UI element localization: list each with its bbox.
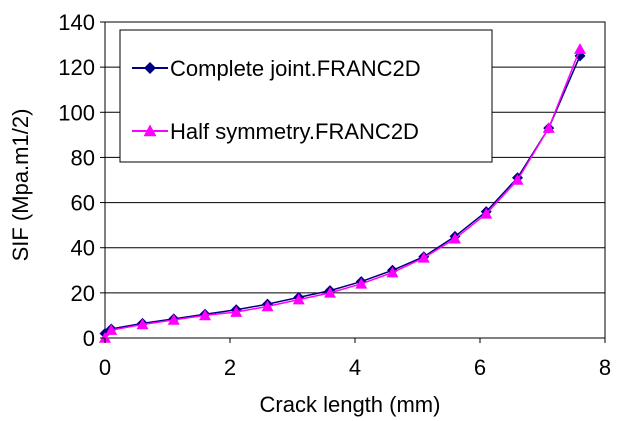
legend: Complete joint.FRANC2D Half symmetry.FRA… bbox=[119, 29, 493, 163]
data-point-triangle bbox=[324, 286, 336, 298]
y-tick-label: 20 bbox=[71, 281, 95, 306]
data-point-triangle bbox=[417, 251, 430, 263]
series-half-symmetry bbox=[99, 43, 586, 343]
data-point-triangle bbox=[199, 309, 211, 321]
legend-box bbox=[119, 29, 493, 163]
y-tick-label: 100 bbox=[58, 100, 95, 125]
legend-entry-half-symmetry: Half symmetry.FRANC2D bbox=[132, 119, 419, 144]
data-point-triangle bbox=[230, 306, 243, 317]
series-layer bbox=[99, 43, 586, 343]
data-point-triangle bbox=[480, 207, 493, 219]
data-point-triangle bbox=[99, 332, 111, 343]
data-point-triangle bbox=[511, 174, 524, 185]
data-point-triangle bbox=[574, 43, 586, 54]
x-tick-label: 6 bbox=[474, 355, 486, 380]
data-point-triangle bbox=[136, 318, 149, 330]
data-point-triangle bbox=[449, 232, 461, 244]
y-tick-label: 80 bbox=[71, 145, 95, 170]
legend-marker-diamond-icon bbox=[144, 62, 156, 74]
legend-label-complete-joint: Complete joint.FRANC2D bbox=[170, 56, 421, 81]
x-tick-label: 2 bbox=[224, 355, 236, 380]
y-tick-label: 120 bbox=[58, 55, 95, 80]
legend-marker-triangle-icon bbox=[143, 124, 157, 137]
data-point-triangle bbox=[167, 313, 180, 325]
y-tick-label: 60 bbox=[71, 191, 95, 216]
tick-labels: 0 20 40 60 80 100 120 140 0 2 4 6 8 bbox=[58, 10, 611, 380]
data-point-triangle bbox=[386, 266, 399, 278]
data-point-triangle bbox=[292, 293, 305, 305]
data-point-triangle bbox=[261, 300, 274, 312]
x-axis-title: Crack length (mm) bbox=[260, 392, 441, 417]
data-point-triangle bbox=[542, 122, 555, 133]
x-tick-label: 8 bbox=[599, 355, 611, 380]
x-tick-label: 0 bbox=[99, 355, 111, 380]
data-point-triangle bbox=[105, 324, 118, 335]
y-tick-label: 140 bbox=[58, 10, 95, 35]
legend-label-half-symmetry: Half symmetry.FRANC2D bbox=[170, 119, 419, 144]
y-tick-label: 40 bbox=[71, 236, 95, 261]
y-tick-label: 0 bbox=[83, 326, 95, 351]
x-tick-label: 4 bbox=[349, 355, 361, 380]
y-axis-title: SIF (Mpa.m1/2) bbox=[8, 109, 33, 262]
legend-entry-complete-joint: Complete joint.FRANC2D bbox=[132, 56, 421, 81]
data-point-triangle bbox=[355, 277, 368, 289]
